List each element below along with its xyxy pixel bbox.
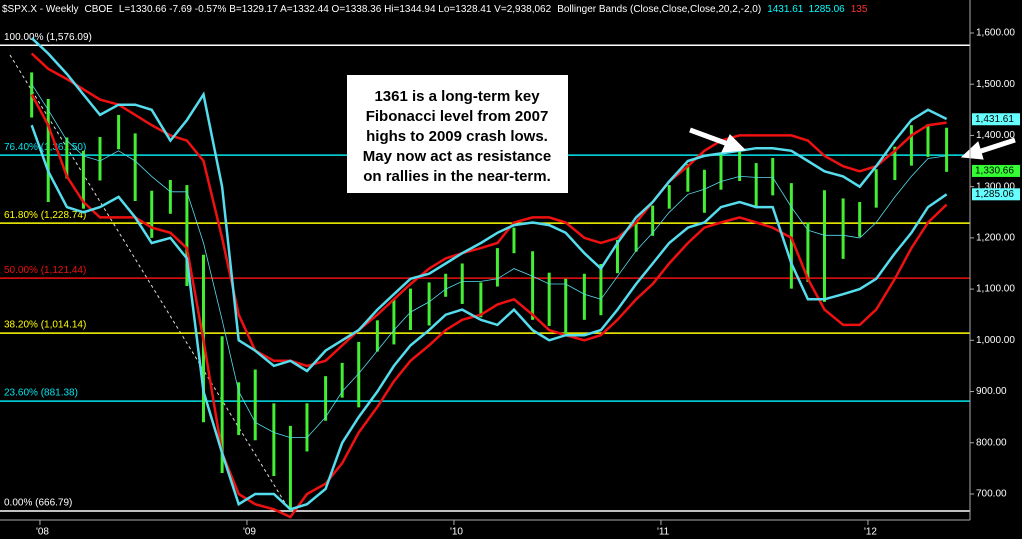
y-tick-label: 1,100.00 bbox=[976, 284, 1015, 295]
y-tick-label: 900.00 bbox=[976, 386, 1007, 397]
annotation: 1361 is a long-term key Fibonacci level f… bbox=[363, 88, 551, 185]
y-tick-label: 800.00 bbox=[976, 437, 1007, 448]
header-part: CBOE bbox=[85, 4, 114, 15]
price-tag-label: 1,330.66 bbox=[975, 166, 1014, 177]
y-tick-label: 1,500.00 bbox=[976, 79, 1015, 90]
price-tag bbox=[972, 113, 1020, 126]
header-part: 1285.06 bbox=[809, 4, 846, 15]
fib-label: 76.40% (1,361.50) bbox=[4, 142, 86, 153]
price-tag bbox=[972, 164, 1020, 177]
annotation-line: on rallies in the near-term. bbox=[363, 168, 551, 185]
price-tag-label: 1,431.61 bbox=[975, 114, 1014, 125]
fib-label: 100.00% (1,576.09) bbox=[4, 32, 92, 43]
indicator-line bbox=[31, 83, 947, 438]
header: $SPX.X - Weekly CBOE L=1330.66 -7.69 -0.57… bbox=[2, 4, 868, 15]
indicator-line bbox=[30, 93, 948, 519]
x-tick-label: '10 bbox=[450, 527, 463, 538]
annotation-line: 1361 is a long-term key bbox=[374, 88, 540, 105]
y-tick-label: 1,600.00 bbox=[976, 28, 1015, 39]
indicator-line bbox=[30, 124, 948, 511]
x-tick-label: '12 bbox=[864, 527, 877, 538]
annotation-box bbox=[347, 75, 568, 193]
y-tick-label: 1,200.00 bbox=[976, 233, 1015, 244]
indicator-line bbox=[30, 37, 948, 373]
fib-label: 38.20% (1,014.14) bbox=[4, 320, 86, 331]
x-tick-label: '09 bbox=[243, 527, 256, 538]
header-part: 1431.61 bbox=[767, 4, 804, 15]
y-tick-label: 1,300.00 bbox=[976, 181, 1015, 192]
y-tick-label: 1,000.00 bbox=[976, 335, 1015, 346]
header-part: $SPX.X - Weekly bbox=[2, 4, 79, 15]
annotation-line: highs to 2009 crash lows. bbox=[366, 128, 548, 145]
arrow bbox=[689, 127, 1016, 160]
header-part: L=1330.66 -7.69 -0.57% B=1329.17 A=1332.… bbox=[119, 4, 552, 15]
y-tick-label: 700.00 bbox=[976, 489, 1007, 500]
annotation-line: May now act as resistance bbox=[363, 148, 551, 165]
y-tick-label: 1,400.00 bbox=[976, 130, 1015, 141]
annotation-line: Fibonacci level from 2007 bbox=[366, 108, 549, 125]
price-tag-label: 1,285.06 bbox=[975, 189, 1014, 200]
x-tick-label: '11 bbox=[657, 527, 670, 538]
indicator-line bbox=[30, 52, 947, 368]
fib-label: 23.60% (881.38) bbox=[4, 388, 78, 399]
fib-label: 0.00% (666.79) bbox=[4, 498, 72, 509]
fib-label: 50.00% (1,121.44) bbox=[4, 265, 86, 276]
fib-label: 61.80% (1,228.74) bbox=[4, 210, 86, 221]
x-tick-label: '08 bbox=[36, 527, 49, 538]
price-tag bbox=[972, 188, 1020, 201]
trend-line bbox=[9, 54, 291, 512]
header-part: 135 bbox=[851, 4, 868, 15]
header-part: Bollinger Bands (Close,Close,Close,20,2,… bbox=[557, 4, 761, 15]
